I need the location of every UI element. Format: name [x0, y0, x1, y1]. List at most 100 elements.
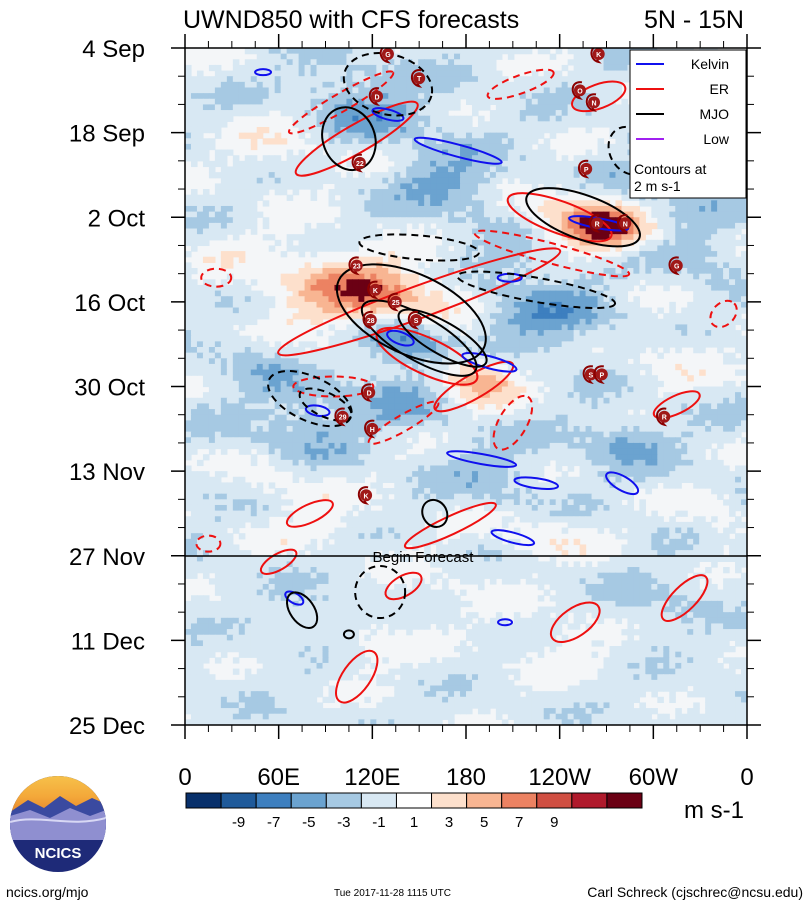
field-cell: [466, 48, 473, 55]
field-cell: [471, 64, 479, 72]
field-cell: [471, 53, 479, 60]
field-cell: [442, 397, 449, 405]
field-cell: [208, 81, 216, 89]
field-cell: [185, 301, 192, 309]
field-cell: [741, 301, 747, 309]
field-cell: [477, 194, 485, 201]
field-cell: [448, 93, 455, 100]
field-cell: [513, 324, 521, 331]
field-cell: [280, 138, 288, 145]
field-cell: [185, 262, 192, 269]
field-cell: [489, 87, 497, 94]
field-cell: [454, 70, 461, 77]
field-cell: [454, 251, 461, 258]
field-cell: [400, 53, 407, 60]
field-cell: [185, 313, 192, 320]
field-cell: [477, 256, 485, 263]
field-cell: [316, 76, 324, 83]
field-cell: [501, 262, 509, 269]
field-cell: [304, 93, 312, 100]
field-cell: [579, 121, 587, 128]
field-cell: [717, 228, 724, 235]
field-cell: [274, 64, 282, 72]
field-cell: [454, 166, 461, 173]
field-cell: [256, 307, 264, 314]
field-cell: [322, 87, 330, 94]
field-cell: [232, 70, 240, 77]
field-cell: [214, 64, 222, 72]
field-cell: [418, 138, 425, 145]
field-cell: [597, 138, 605, 145]
field-cell: [477, 126, 485, 134]
field-cell: [442, 403, 449, 410]
field-cell: [687, 262, 694, 269]
field-cell: [334, 239, 342, 247]
field-cell: [543, 375, 551, 382]
field-cell: [561, 251, 569, 258]
field-cell: [507, 251, 515, 258]
field-cell: [717, 318, 724, 326]
field-cell: [185, 318, 192, 326]
field-cell: [412, 217, 419, 224]
field-cell: [519, 166, 527, 173]
field-cell: [310, 194, 318, 201]
field-cell: [477, 205, 485, 213]
field-cell: [185, 403, 192, 410]
field-cell: [489, 290, 497, 297]
field-cell: [292, 64, 300, 72]
field-cell: [651, 318, 658, 326]
field-cell: [573, 324, 581, 331]
field-cell: [513, 301, 521, 309]
field-cell: [376, 397, 383, 405]
field-cell: [262, 414, 270, 421]
field-cell: [262, 307, 270, 314]
field-cell: [202, 352, 210, 359]
field-cell: [633, 375, 640, 382]
field-cell: [495, 149, 503, 156]
field-cell: [202, 296, 210, 303]
field-cell: [711, 228, 718, 235]
field-cell: [675, 200, 682, 207]
field-cell: [298, 313, 306, 320]
field-cell: [687, 397, 694, 405]
field-cell: [603, 358, 611, 365]
field-cell: [202, 93, 210, 100]
field-cell: [346, 126, 354, 134]
field-cell: [442, 239, 449, 247]
field-cell: [567, 121, 575, 128]
field-cell: [615, 318, 623, 326]
field-cell: [220, 104, 228, 111]
field-cell: [262, 104, 270, 111]
field-cell: [519, 177, 527, 184]
field-cell: [388, 335, 395, 342]
field-cell: [525, 138, 533, 145]
field-cell: [471, 205, 479, 213]
field-cell: [418, 217, 425, 224]
field-cell: [418, 330, 425, 337]
field-cell: [501, 104, 509, 111]
field-cell: [418, 155, 425, 162]
field-cell: [699, 397, 706, 405]
field-cell: [262, 155, 270, 162]
field-cell: [645, 200, 652, 207]
field-cell: [657, 324, 664, 331]
field-cell: [232, 59, 240, 66]
field-cell: [603, 166, 611, 173]
field-cell: [513, 166, 521, 173]
field-cell: [328, 189, 336, 196]
field-cell: [196, 347, 204, 354]
field-cell: [358, 48, 365, 55]
field-cell: [430, 363, 437, 371]
field-cell: [561, 347, 569, 354]
field-cell: [394, 64, 401, 72]
field-cell: [388, 189, 395, 196]
field-cell: [286, 403, 294, 410]
field-cell: [585, 183, 593, 190]
field-cell: [561, 375, 569, 382]
field-cell: [334, 115, 342, 122]
field-cell: [591, 228, 599, 235]
field-cell: [328, 313, 336, 320]
field-cell: [442, 189, 449, 196]
field-cell: [364, 347, 371, 354]
field-cell: [591, 279, 599, 286]
